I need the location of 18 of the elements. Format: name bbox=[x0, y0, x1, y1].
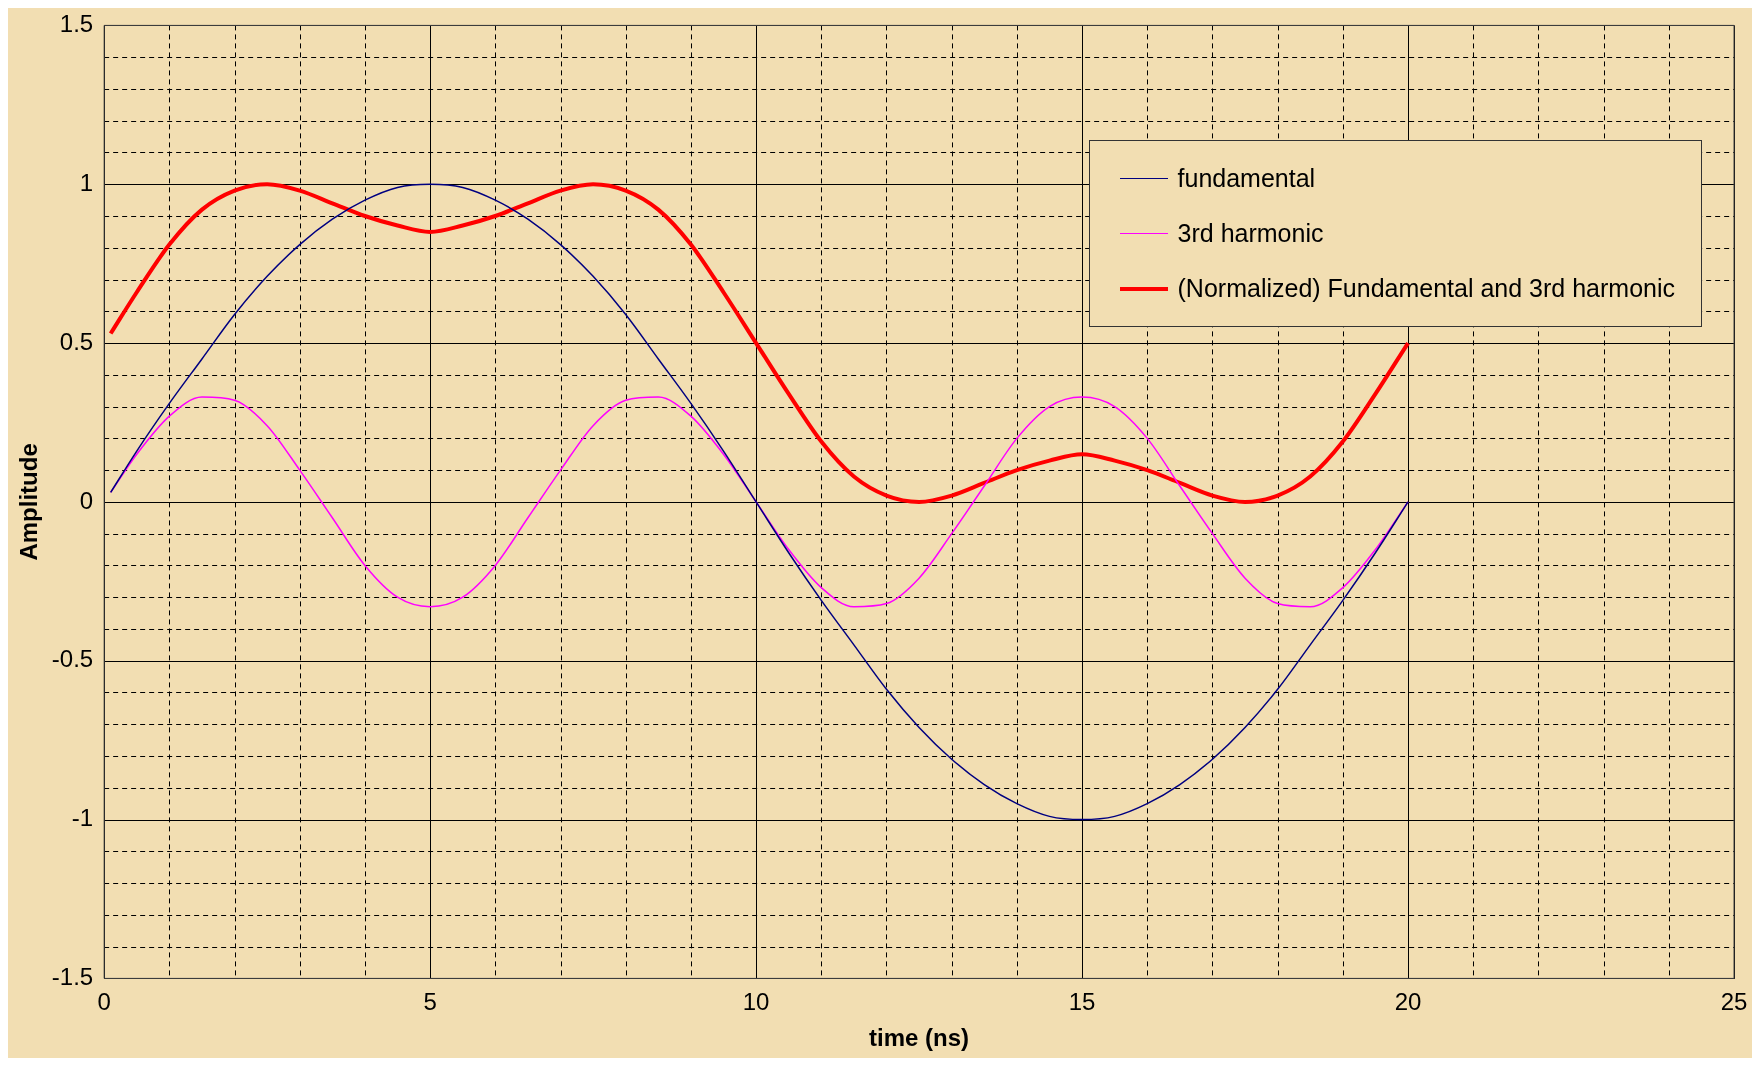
x-tick-label: 5 bbox=[423, 988, 437, 1016]
legend-label: 3rd harmonic bbox=[1177, 219, 1324, 248]
y-tick-label: -0.5 bbox=[51, 645, 94, 673]
x-tick-label: 20 bbox=[1394, 988, 1422, 1016]
x-tick-label: 15 bbox=[1068, 988, 1096, 1016]
x-axis-title: time (ns) bbox=[869, 1024, 970, 1052]
y-tick-label: -1 bbox=[71, 804, 94, 832]
y-tick-label: 0.5 bbox=[59, 327, 94, 355]
legend-label: (Normalized) Fundamental and 3rd harmonic bbox=[1177, 274, 1675, 303]
x-tick-label: 10 bbox=[742, 988, 770, 1016]
y-axis-title: Amplitude bbox=[15, 443, 43, 561]
y-tick-label: 0 bbox=[79, 486, 94, 514]
y-tick-label: 1.5 bbox=[59, 10, 94, 38]
x-tick-label: 25 bbox=[1720, 988, 1748, 1016]
y-tick-label: 1 bbox=[79, 168, 94, 196]
legend-label: fundamental bbox=[1177, 164, 1316, 193]
y-tick-label: -1.5 bbox=[51, 963, 94, 991]
x-tick-label: 0 bbox=[97, 988, 111, 1016]
